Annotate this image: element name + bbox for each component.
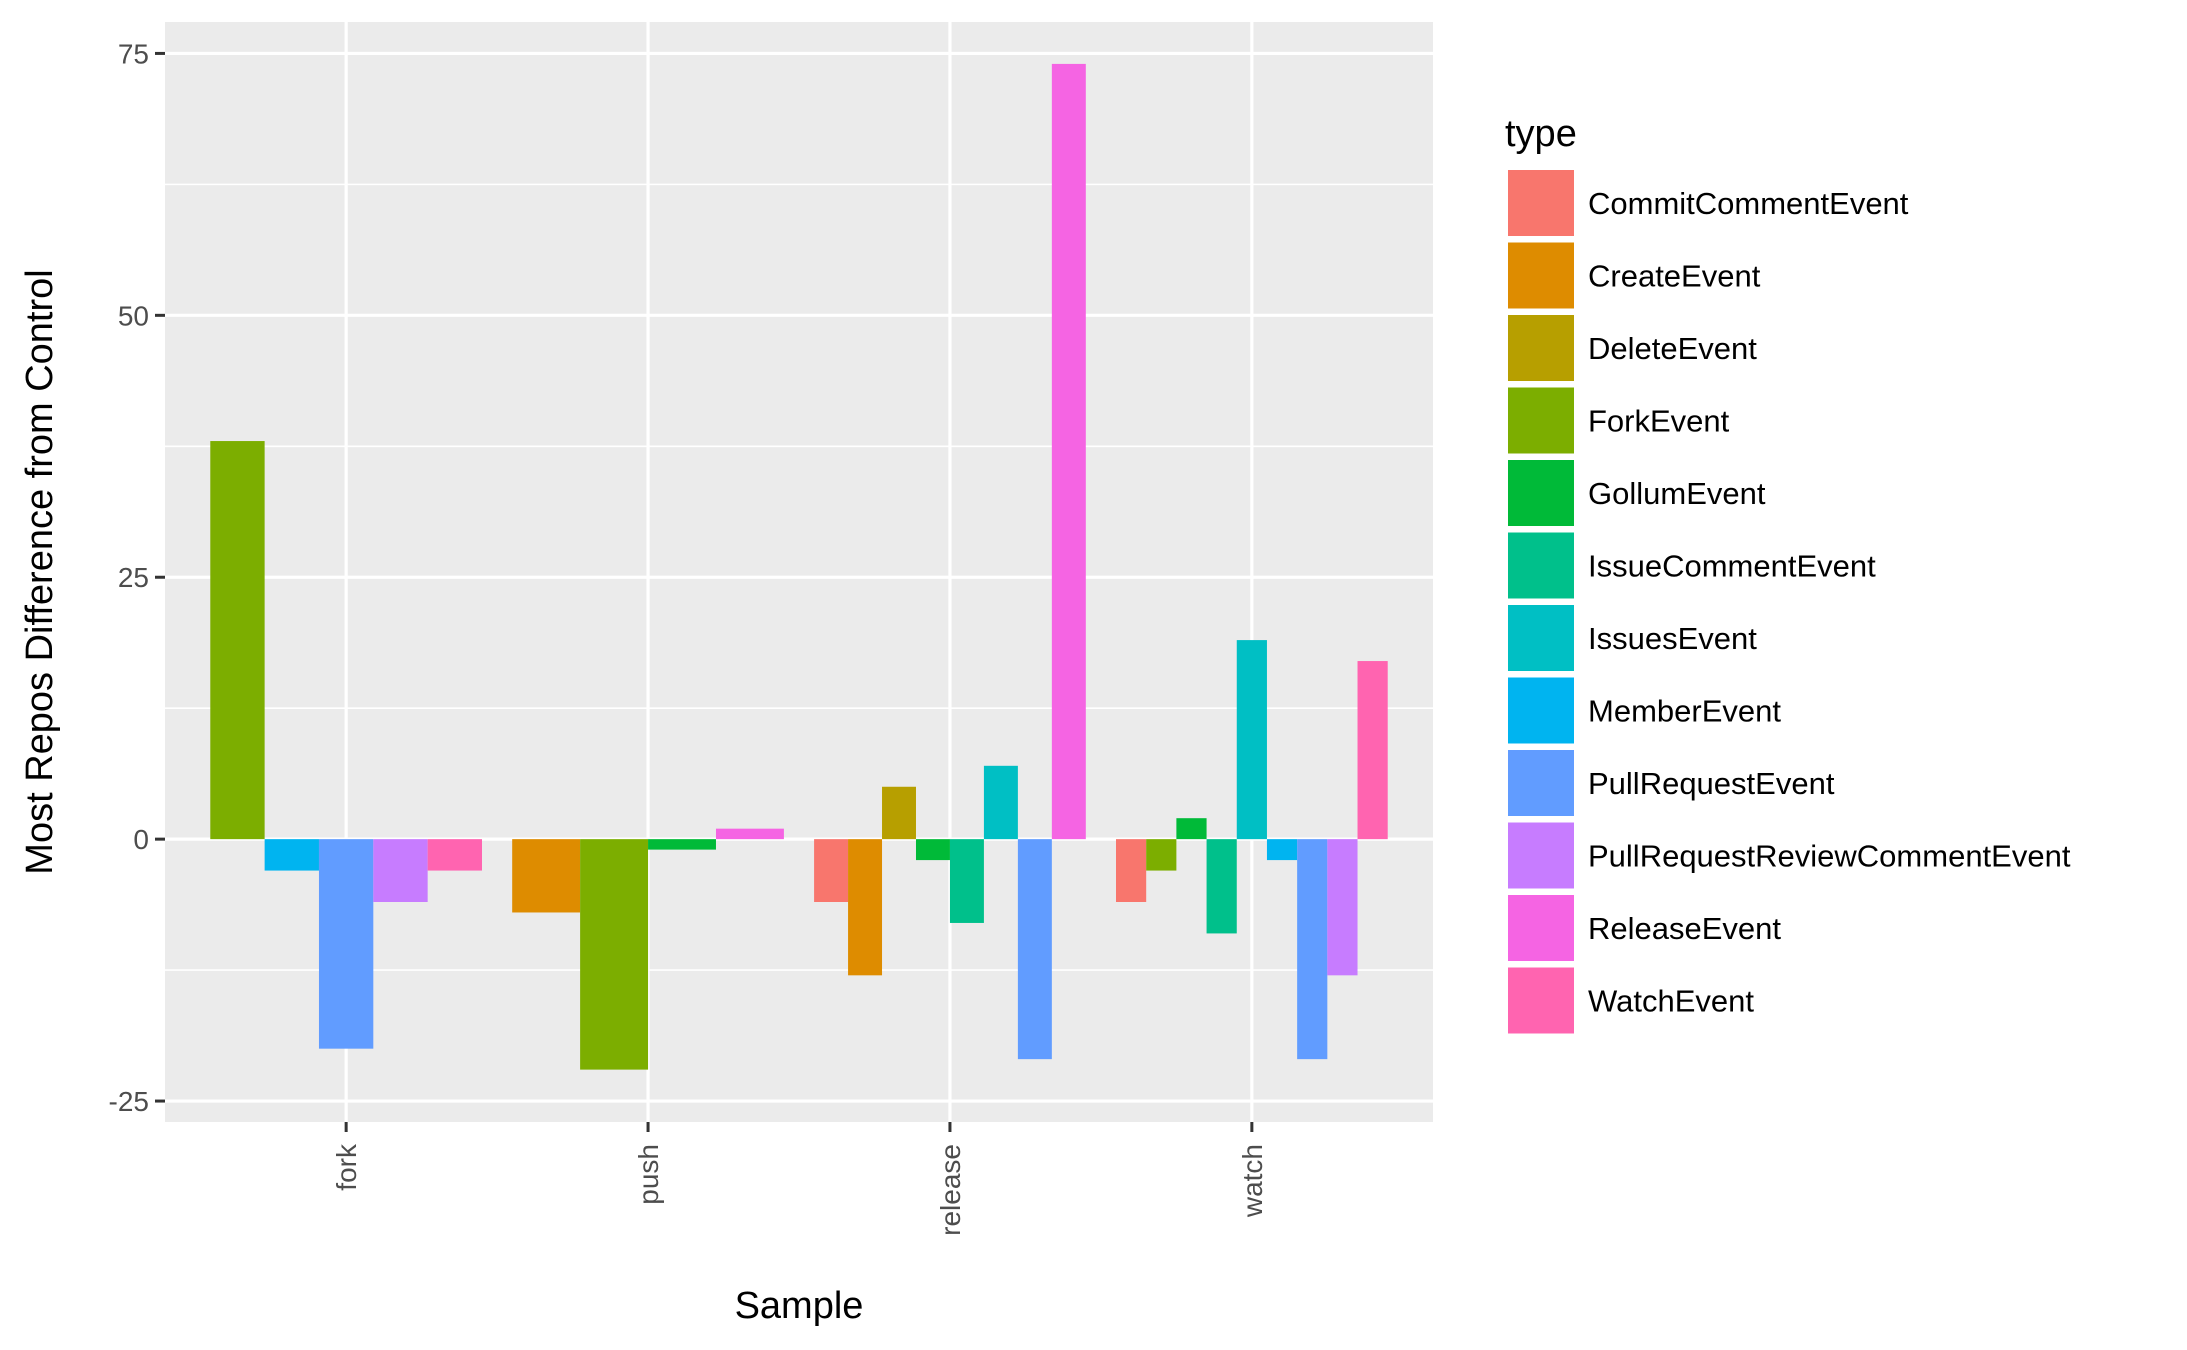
bar-push-GollumEvent bbox=[648, 839, 716, 850]
legend: type CommitCommentEvent CreateEvent Delete… bbox=[1505, 113, 2071, 1034]
legend-key-PullRequestReviewCommentEvent bbox=[1508, 822, 1574, 889]
bar-release-GollumEvent bbox=[915, 839, 950, 861]
bar-fork-PullRequestReviewCommentEvent bbox=[373, 839, 428, 902]
bar-watch-WatchEvent bbox=[1357, 661, 1388, 840]
legend-key-ForkEvent bbox=[1508, 387, 1574, 454]
legend-label-CommitCommentEvent: CommitCommentEvent bbox=[1588, 186, 1909, 221]
grid-minor bbox=[165, 183, 1433, 971]
bar-watch-PullRequestEvent bbox=[1297, 839, 1328, 1060]
legend-key-PullRequestEvent bbox=[1508, 750, 1574, 816]
x-tick-label-watch: watch bbox=[1237, 1144, 1268, 1218]
y-tick-label: 25 bbox=[118, 562, 149, 593]
x-tick-label-push: push bbox=[633, 1144, 664, 1205]
legend-label-GollumEvent: GollumEvent bbox=[1588, 476, 1766, 511]
legend-label-PullRequestReviewCommentEvent: PullRequestReviewCommentEvent bbox=[1588, 839, 2071, 874]
bar-fork-ForkEvent bbox=[210, 441, 265, 840]
bar-watch-IssueCommentEvent bbox=[1206, 839, 1237, 934]
legend-label-MemberEvent: MemberEvent bbox=[1588, 694, 1781, 729]
legend-title: type bbox=[1505, 113, 1577, 155]
legend-label-IssueCommentEvent: IssueCommentEvent bbox=[1588, 549, 1876, 584]
bars bbox=[210, 63, 1388, 1070]
y-axis: -25 0 25 50 75 bbox=[109, 38, 165, 1117]
x-tick-label-fork: fork bbox=[331, 1143, 362, 1191]
legend-key-MemberEvent bbox=[1508, 677, 1574, 744]
bar-watch-ForkEvent bbox=[1146, 839, 1177, 871]
bar-release-IssuesEvent bbox=[983, 765, 1018, 840]
x-axis: fork push release watch bbox=[331, 1122, 1268, 1236]
bar-push-ReleaseEvent bbox=[715, 828, 784, 840]
legend-items: CommitCommentEvent CreateEvent DeleteEvent… bbox=[1508, 170, 2071, 1034]
legend-key-DeleteEvent bbox=[1508, 315, 1574, 381]
bar-watch-IssuesEvent bbox=[1236, 640, 1267, 840]
y-tick-label: 0 bbox=[133, 824, 149, 855]
bar-release-CommitCommentEvent bbox=[814, 839, 849, 902]
bar-fork-PullRequestEvent bbox=[318, 839, 374, 1049]
bar-watch-PullRequestReviewCommentEvent bbox=[1327, 839, 1358, 976]
bar-release-CreateEvent bbox=[848, 839, 883, 976]
x-tick-label-release: release bbox=[935, 1144, 966, 1236]
legend-key-CreateEvent bbox=[1508, 242, 1574, 309]
y-tick-label: 75 bbox=[118, 38, 149, 69]
panel-background bbox=[165, 22, 1433, 1122]
bar-release-DeleteEvent bbox=[882, 786, 916, 840]
legend-key-GollumEvent bbox=[1508, 460, 1574, 526]
legend-label-WatchEvent: WatchEvent bbox=[1588, 984, 1754, 1019]
bar-release-ReleaseEvent bbox=[1051, 63, 1086, 840]
bar-release-PullRequestEvent bbox=[1017, 839, 1052, 1060]
legend-label-ForkEvent: ForkEvent bbox=[1588, 404, 1730, 439]
legend-label-DeleteEvent: DeleteEvent bbox=[1588, 331, 1757, 366]
bar-push-ForkEvent bbox=[580, 839, 649, 1070]
legend-key-ReleaseEvent bbox=[1508, 895, 1574, 961]
bar-watch-GollumEvent bbox=[1176, 818, 1207, 840]
y-tick-label: -25 bbox=[109, 1086, 149, 1117]
bar-fork-MemberEvent bbox=[264, 839, 319, 871]
bar-fork-WatchEvent bbox=[427, 839, 482, 871]
bar-watch-CommitCommentEvent bbox=[1116, 839, 1147, 902]
bar-watch-MemberEvent bbox=[1266, 839, 1298, 861]
legend-label-IssuesEvent: IssuesEvent bbox=[1588, 621, 1757, 656]
legend-label-CreateEvent: CreateEvent bbox=[1588, 259, 1761, 294]
y-tick-label: 50 bbox=[118, 300, 149, 331]
legend-key-IssueCommentEvent bbox=[1508, 532, 1574, 599]
legend-key-WatchEvent bbox=[1508, 967, 1574, 1034]
legend-key-IssuesEvent bbox=[1508, 605, 1574, 671]
bar-push-CreateEvent bbox=[512, 839, 581, 913]
bar-release-IssueCommentEvent bbox=[949, 839, 984, 923]
legend-label-PullRequestEvent: PullRequestEvent bbox=[1588, 766, 1835, 801]
legend-label-ReleaseEvent: ReleaseEvent bbox=[1588, 911, 1781, 946]
legend-key-CommitCommentEvent bbox=[1508, 170, 1574, 236]
x-axis-title: Sample bbox=[735, 1285, 864, 1327]
y-axis-title: Most Repos Difference from Control bbox=[19, 269, 61, 874]
